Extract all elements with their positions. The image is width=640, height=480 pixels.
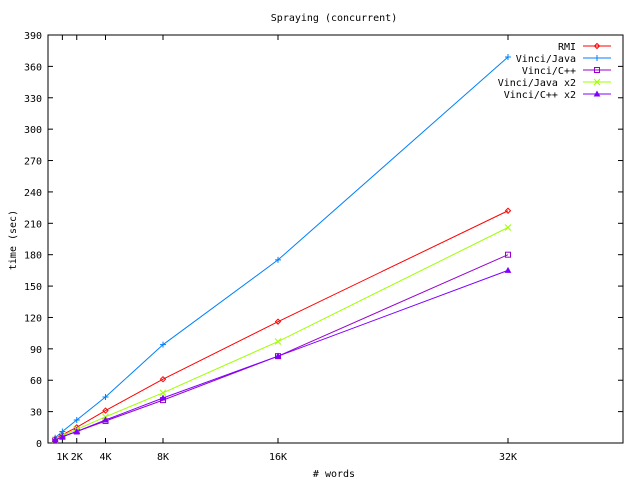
series-line: [54, 210, 509, 440]
series: [51, 207, 512, 443]
series-line: [54, 254, 509, 441]
data-point: [274, 352, 282, 359]
data-point: [504, 207, 512, 214]
data-point: [159, 375, 167, 383]
series-layer: [51, 53, 512, 444]
data-point: [102, 393, 109, 400]
data-point: [274, 318, 282, 325]
y-tick-label: 0: [36, 439, 42, 450]
legend-label: Vinci/C++: [522, 66, 576, 77]
x-tick-label: 2K: [71, 452, 83, 463]
axis-ticks: 0 30 60 90 120 150 180 210 240 270 300 330 360 390 1K 2…: [24, 31, 623, 463]
series: [52, 53, 511, 441]
series-line: [54, 56, 509, 439]
x-tick-label: 4K: [99, 452, 111, 463]
y-tick-label: 30: [30, 408, 42, 419]
legend-marker: [593, 42, 601, 50]
y-tick-label: 60: [30, 376, 42, 387]
plot-frame: [47, 34, 624, 444]
chart-title: Spraying (concurrent): [271, 13, 397, 24]
x-tick-label: 32K: [499, 452, 517, 463]
legend-label: Vinci/Java x2: [498, 78, 576, 89]
y-tick-label: 270: [24, 157, 42, 168]
data-point: [159, 394, 167, 401]
y-tick-label: 90: [30, 345, 42, 356]
data-point: [159, 389, 167, 397]
data-point: [59, 433, 66, 440]
legend-label: Vinci/Java: [516, 54, 576, 65]
y-tick-label: 210: [24, 219, 42, 230]
series: [51, 266, 512, 443]
data-point: [505, 251, 511, 258]
data-point: [274, 338, 282, 345]
y-tick-label: 240: [24, 188, 42, 199]
legend-marker: [594, 67, 600, 73]
legend-label: RMI: [558, 42, 576, 53]
data-point: [102, 407, 109, 414]
legend-marker: [593, 90, 601, 97]
y-tick-label: 360: [24, 62, 42, 73]
x-tick-label: 1K: [56, 452, 68, 463]
legend-marker: [593, 78, 601, 86]
x-tick-label: 16K: [269, 452, 287, 463]
y-axis-label: time (sec): [8, 210, 19, 270]
y-tick-label: 120: [24, 313, 42, 324]
y-tick-label: 150: [24, 282, 42, 293]
y-tick-label: 300: [24, 125, 42, 136]
y-tick-label: 390: [24, 31, 42, 42]
data-point: [51, 436, 59, 443]
x-tick-label: 8K: [157, 452, 169, 463]
data-point: [73, 416, 80, 423]
data-point: [504, 224, 512, 231]
data-point: [160, 341, 166, 348]
legend-marker: [594, 55, 600, 61]
y-tick-label: 330: [24, 94, 42, 105]
x-axis-label: # words: [313, 469, 355, 480]
data-point: [275, 256, 281, 263]
data-point: [505, 53, 511, 60]
data-point: [102, 416, 109, 423]
data-point: [504, 266, 512, 273]
series-line: [54, 227, 509, 441]
data-point: [73, 427, 81, 434]
y-tick-label: 180: [24, 251, 42, 262]
legend-label: Vinci/C++ x2: [504, 90, 576, 101]
